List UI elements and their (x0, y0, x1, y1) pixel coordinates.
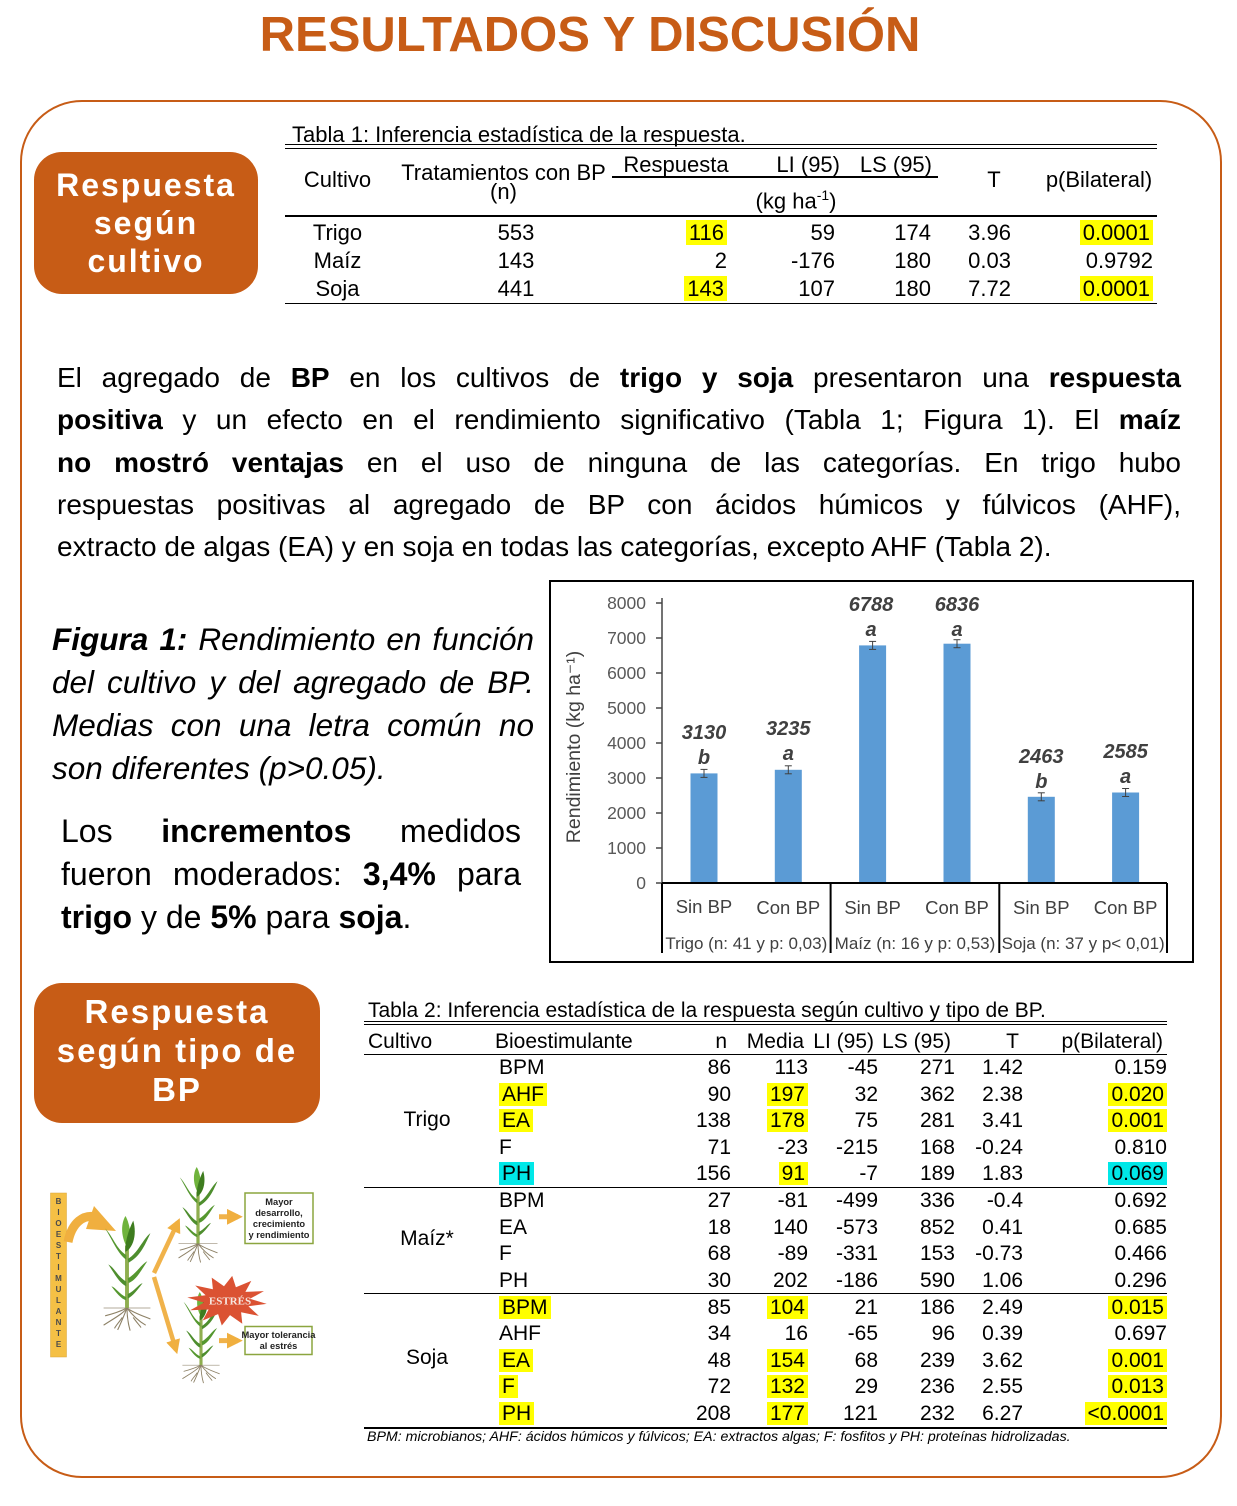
svg-text:Soja (n: 37 y p< 0,01): Soja (n: 37 y p< 0,01) (1002, 934, 1165, 953)
svg-text:Sin BP: Sin BP (1013, 897, 1070, 918)
svg-text:Mayor tolerancia: Mayor tolerancia (242, 1330, 317, 1340)
svg-text:a: a (951, 619, 962, 641)
svg-text:Con BP: Con BP (925, 897, 989, 918)
svg-text:Con BP: Con BP (1094, 897, 1158, 918)
svg-text:3130: 3130 (682, 722, 727, 744)
svg-text:1000: 1000 (607, 838, 646, 858)
svg-text:L: L (56, 1296, 61, 1305)
svg-text:E: E (56, 1230, 62, 1239)
svg-text:b: b (1035, 771, 1047, 793)
svg-text:3235: 3235 (766, 718, 811, 740)
svg-text:Sin BP: Sin BP (844, 897, 901, 918)
svg-text:B: B (56, 1197, 62, 1206)
svg-text:6788: 6788 (849, 594, 894, 616)
svg-text:ESTRÉS: ESTRÉS (209, 1296, 251, 1308)
svg-text:5000: 5000 (607, 698, 646, 718)
svg-text:2000: 2000 (607, 803, 646, 823)
svg-text:a: a (783, 743, 794, 765)
svg-text:0: 0 (636, 873, 646, 893)
svg-text:8000: 8000 (607, 593, 646, 613)
svg-text:2585: 2585 (1102, 741, 1148, 763)
svg-text:A: A (56, 1307, 62, 1316)
svg-text:al estrés: al estrés (260, 1341, 298, 1351)
svg-text:Con BP: Con BP (756, 897, 820, 918)
svg-text:2463: 2463 (1018, 746, 1064, 768)
svg-text:desarrollo,: desarrollo, (255, 1208, 303, 1218)
svg-text:a: a (865, 619, 876, 641)
svg-text:S: S (56, 1241, 62, 1250)
svg-text:b: b (698, 747, 710, 769)
svg-text:Trigo (n: 41 y p: 0,03): Trigo (n: 41 y p: 0,03) (665, 934, 827, 953)
svg-text:a: a (1120, 766, 1131, 788)
svg-text:7000: 7000 (607, 628, 646, 648)
svg-text:E: E (56, 1340, 62, 1349)
svg-text:T: T (56, 1329, 61, 1338)
svg-text:T: T (56, 1252, 61, 1261)
svg-text:Sin BP: Sin BP (676, 896, 733, 917)
svg-text:Maíz (n: 16 y p: 0,53): Maíz (n: 16 y p: 0,53) (835, 934, 996, 953)
svg-text:Mayor: Mayor (265, 1197, 293, 1207)
svg-text:U: U (56, 1285, 62, 1294)
svg-text:3000: 3000 (607, 768, 646, 788)
svg-text:4000: 4000 (607, 733, 646, 753)
svg-text:crecimiento: crecimiento (253, 1219, 306, 1229)
svg-text:I: I (57, 1263, 59, 1272)
svg-text:Rendimiento (kg ha⁻¹): Rendimiento (kg ha⁻¹) (563, 651, 585, 843)
svg-text:M: M (55, 1274, 62, 1283)
svg-text:N: N (56, 1318, 62, 1327)
svg-text:O: O (55, 1219, 61, 1228)
svg-text:y rendimiento: y rendimiento (249, 1230, 310, 1240)
svg-text:6000: 6000 (607, 663, 646, 683)
svg-text:I: I (57, 1208, 59, 1217)
svg-text:6836: 6836 (935, 594, 980, 616)
